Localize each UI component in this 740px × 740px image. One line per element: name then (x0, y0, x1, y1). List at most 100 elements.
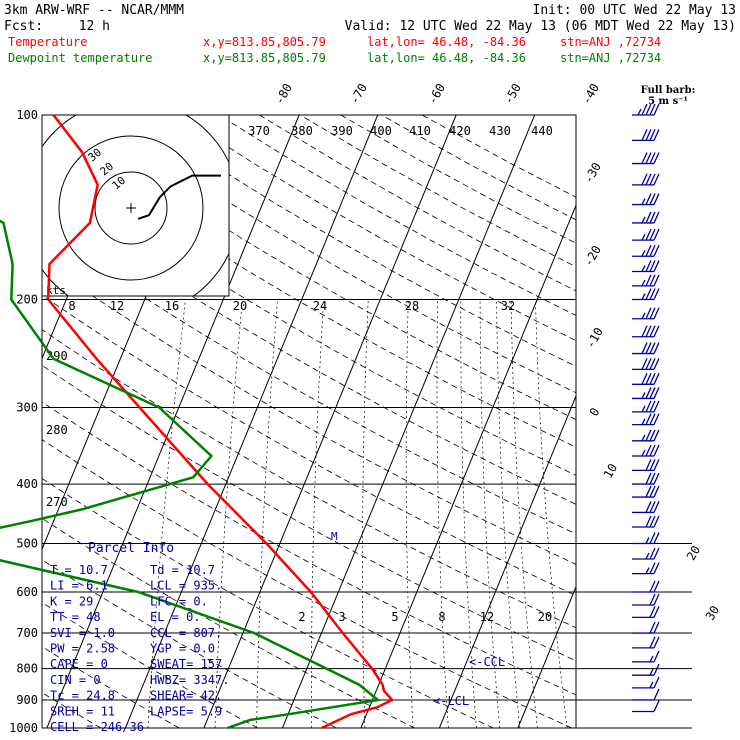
wind-barb-flag (645, 413, 652, 425)
mixing-ratio-line (436, 299, 449, 728)
wind-barb-flag (645, 103, 652, 116)
mixing-ratio-label: 12 (110, 299, 124, 313)
wind-barb-flag (649, 103, 656, 116)
theta-e-label: 430 (489, 124, 511, 138)
parcel-info-right: YGP = 0.0 (150, 642, 215, 656)
isotherm-line (203, 115, 457, 728)
wind-barb-half-flag (649, 668, 654, 676)
m-marker: M (331, 530, 338, 543)
mixing-ratio-label: 2 (298, 610, 305, 624)
wind-barb-flag (653, 429, 660, 442)
wind-barb-flag (641, 173, 648, 186)
wind-barb-flag (649, 358, 656, 370)
wind-barb-flag (641, 129, 648, 141)
isotherm-label: -20 (581, 243, 604, 269)
wind-barb (632, 173, 660, 186)
wind-barb-flag (641, 103, 648, 116)
wind-barb-flag (649, 580, 656, 593)
wind-barb-flag (649, 606, 656, 618)
wind-barb-flag (653, 663, 660, 676)
wind-barb-flag (645, 342, 652, 354)
mixing-ratio-line (535, 299, 568, 728)
parcel-info-left: PW = 2.58 (50, 642, 115, 656)
wind-barb-flag (641, 373, 648, 385)
theta-e-label: 400 (370, 124, 392, 138)
wind-barb-flag (645, 288, 652, 300)
wind-barb-flag (649, 547, 656, 560)
isotherm-label: -60 (425, 81, 448, 107)
wind-barb (632, 325, 660, 338)
dry-adiabat-line (299, 115, 576, 268)
parcel-info-left: SVI = 1.0 (50, 626, 115, 640)
isotherm-label: -40 (579, 81, 602, 107)
mixing-ratio-upper-labels: 8 12 16 20 24 28 32 (68, 299, 515, 313)
wind-barb-half-flag (641, 233, 646, 241)
wind-barb (632, 562, 660, 575)
theta-e-label: 440 (531, 124, 553, 138)
mixing-ratio-label: 3 (338, 610, 345, 624)
wind-barb (632, 103, 660, 116)
wind-barb-flag (645, 358, 652, 370)
temperature-legend-latlon: lat,lon= 46.48, -84.36 (367, 35, 526, 49)
valid-time: Valid: 12 UTC Wed 22 May 13 (06 MDT Wed … (345, 19, 736, 34)
wind-barb (632, 621, 660, 634)
wind-barb-flag (645, 444, 652, 457)
dry-adiabat-line (42, 401, 576, 696)
wind-barb-flag (645, 387, 652, 399)
mixing-ratio-line (256, 299, 278, 728)
dry-adiabat-line (42, 477, 494, 728)
wind-barb-half-flag (641, 249, 646, 257)
wind-barb (632, 342, 660, 355)
wind-barb-half-flag (645, 567, 650, 574)
parcel-info-title: Parcel Info (88, 541, 174, 556)
wind-barb-flag (649, 444, 656, 457)
barb-legend: Full barb: 5 m s⁻¹ (641, 85, 696, 107)
wind-barb-flag (653, 459, 660, 471)
wind-barb-flag (653, 400, 660, 413)
dry-adiabat-line (42, 517, 415, 728)
wind-barb (632, 700, 660, 713)
parcel-info-left: CELL = 246/36 (50, 720, 144, 734)
parcel-info-left: LI = 6.1 (50, 579, 108, 593)
wind-barb (632, 288, 660, 301)
wind-barb-flag (649, 400, 656, 413)
wind-barb-flag (649, 173, 656, 186)
pressure-label: 100 (16, 108, 38, 122)
theta-e-label: 370 (248, 124, 270, 138)
ccl-marker: <-CCL (469, 655, 505, 669)
wind-barb (632, 387, 660, 400)
wind-barb (632, 211, 660, 224)
mixing-ratio-label: 28 (405, 299, 419, 313)
forecast-label: Fcst: (4, 19, 43, 34)
wind-barb-flag (653, 547, 660, 560)
mixing-ratio-label: 8 (438, 610, 445, 624)
pressure-label: 600 (16, 585, 38, 599)
parcel-info-right: LFC = 0. (150, 594, 208, 608)
pressure-label: 500 (16, 536, 38, 550)
temperature-profile (46, 114, 395, 730)
pressure-label: 400 (16, 477, 38, 491)
mixing-ratio-lower-labels: 2 3 5 8 12 20 (298, 610, 552, 624)
parcel-info: Parcel Info T = 10.7 Td = 10.7 LI = 6.1 LCL… (50, 541, 229, 734)
mixing-ratio-label: 12 (480, 610, 494, 624)
wind-barb-flag (649, 515, 656, 528)
wind-barb (632, 532, 660, 545)
wind-barb-flag (645, 152, 652, 164)
wind-barb-flag (653, 444, 660, 457)
dry-adiabat-line (421, 115, 576, 198)
dry-adiabat-line (42, 559, 337, 728)
wind-barb-flag (653, 307, 660, 320)
parcel-info-right: LCL = 935. (150, 579, 222, 593)
parcel-info-right: EL = 0. (150, 610, 201, 624)
parcel-info-left: TT = 48 (50, 610, 101, 624)
wind-barb-flag (645, 228, 652, 241)
isotherm-label: -30 (581, 160, 604, 186)
wind-barb-half-flag (641, 216, 646, 224)
wind-barb-flag (649, 244, 656, 257)
wind-barb-flag (649, 562, 656, 574)
wind-barb-half-flag (641, 312, 646, 320)
dry-adiabat-line (381, 115, 576, 221)
parcel-info-right: CCL = 807. (150, 626, 222, 640)
wind-barb-flag (645, 472, 652, 485)
